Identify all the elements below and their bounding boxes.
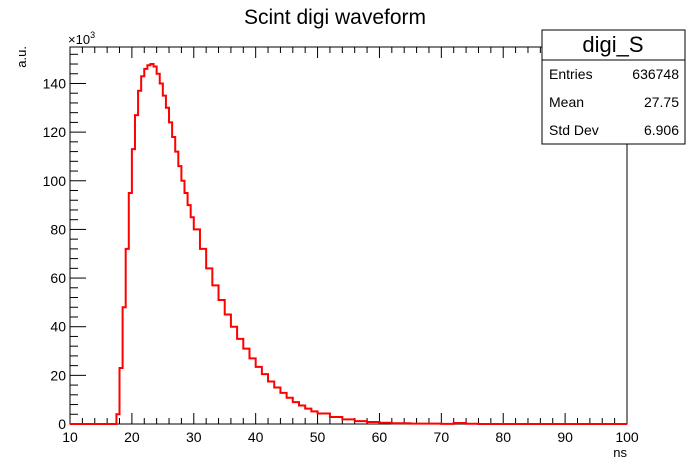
stats-stddev-value: 6.906	[644, 122, 679, 138]
x-tick-label: 50	[310, 429, 326, 445]
y-tick-label: 120	[43, 124, 67, 140]
x-tick-label: 40	[248, 429, 264, 445]
y-tick-label: 20	[50, 367, 66, 383]
stats-box: digi_S Entries 636748 Mean 27.75 Std Dev…	[541, 29, 686, 145]
stats-mean-label: Mean	[549, 94, 584, 110]
y-tick-label: 40	[50, 319, 66, 335]
y-tick-label: 0	[58, 416, 66, 432]
waveform-line	[70, 63, 627, 425]
stats-entries-label: Entries	[549, 66, 593, 82]
y-tick-label: 80	[50, 221, 66, 237]
x-tick-label: 30	[186, 429, 202, 445]
plot-frame	[69, 46, 628, 425]
y-tick-label: 100	[43, 173, 67, 189]
y-axis: 0 20 40 60 80 100 120 140	[43, 53, 86, 432]
stats-mean-value: 27.75	[644, 94, 679, 110]
stats-title: digi_S	[582, 32, 643, 57]
x-tick-label: 20	[124, 429, 140, 445]
x-tick-label: 70	[434, 429, 450, 445]
y-multiplier-base: ×10	[68, 32, 90, 47]
y-multiplier-exponent: 3	[90, 30, 95, 40]
x-tick-label: 100	[615, 429, 639, 445]
chart-title: Scint digi waveform	[244, 6, 426, 29]
y-tick-label: 60	[50, 270, 66, 286]
stats-stddev-label: Std Dev	[549, 122, 599, 138]
x-tick-label: 10	[62, 429, 78, 445]
y-tick-label: 140	[43, 75, 67, 91]
x-tick-label: 80	[495, 429, 511, 445]
x-tick-label: 90	[557, 429, 573, 445]
stats-entries-value: 636748	[632, 66, 679, 82]
x-axis: 10 20 30 40 50 60 70 80 90 100	[62, 47, 639, 445]
y-axis-label: a.u.	[14, 46, 29, 68]
x-axis-label: ns	[613, 445, 627, 460]
x-tick-label: 60	[372, 429, 388, 445]
y-multiplier-label: ×103	[68, 30, 95, 47]
